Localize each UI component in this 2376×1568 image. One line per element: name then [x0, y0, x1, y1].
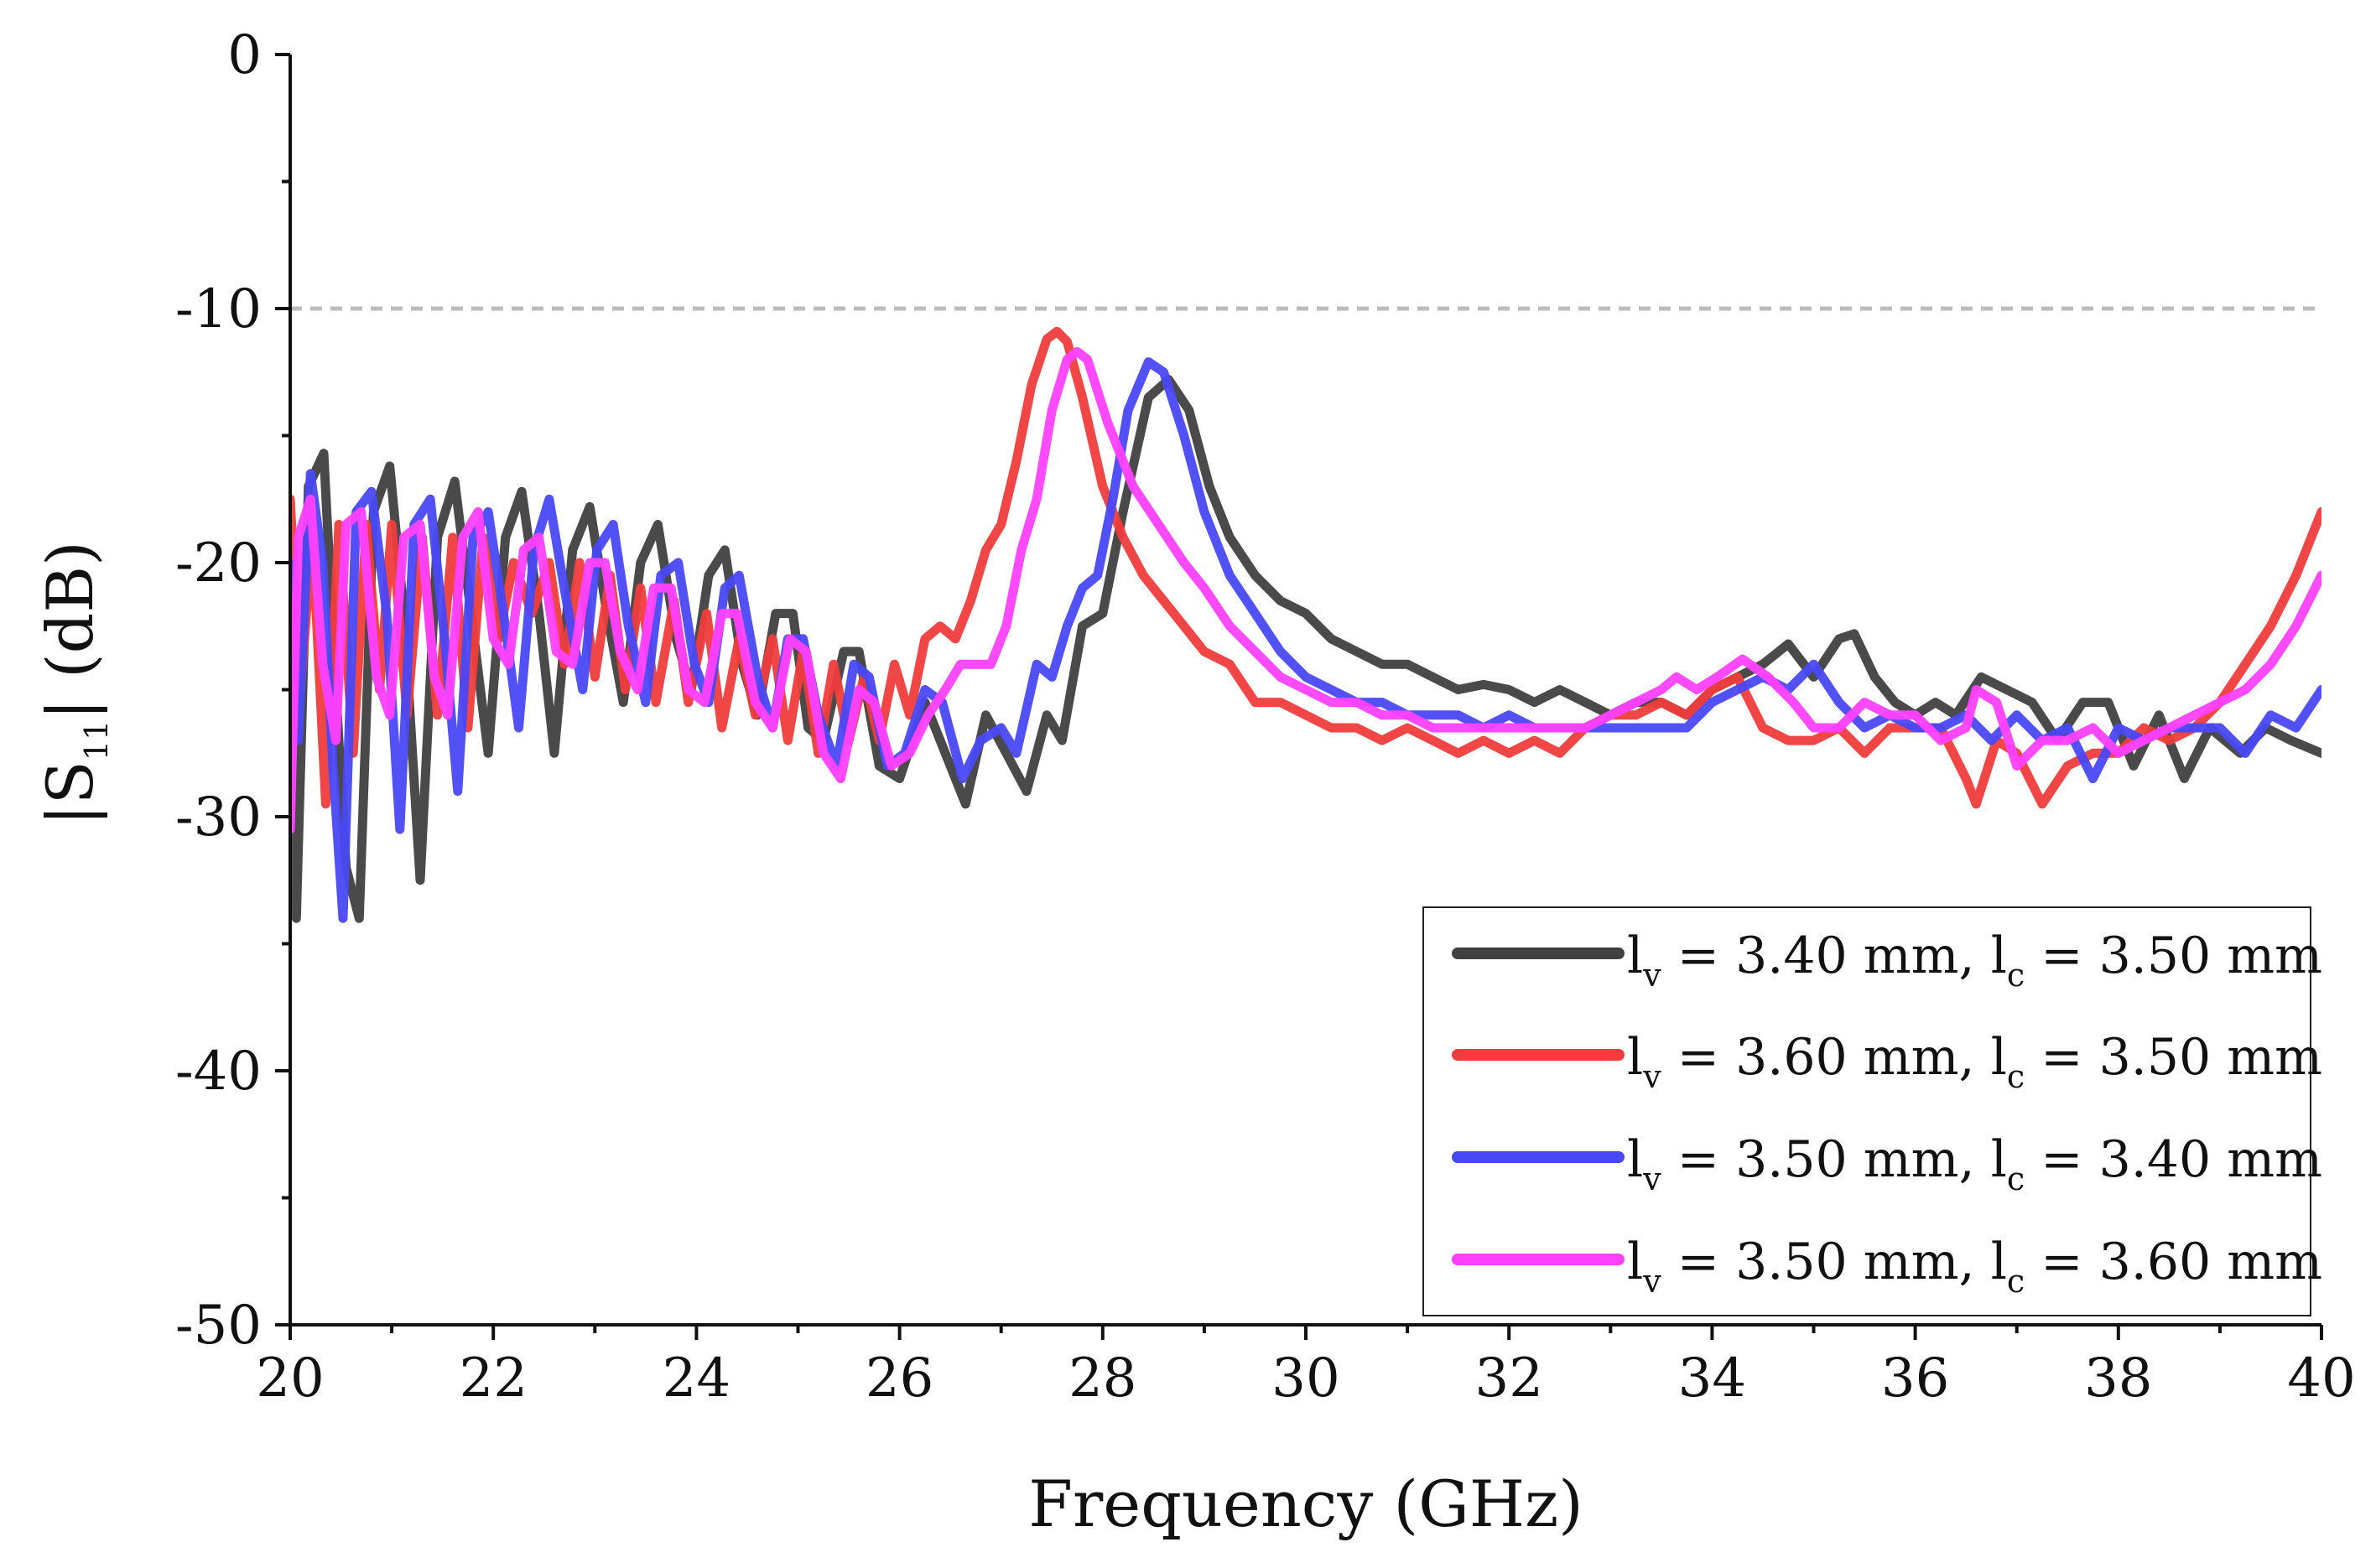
x-tick-label-26: 26	[866, 1347, 933, 1410]
y-tick-label--50: -50	[175, 1295, 262, 1357]
legend-label-2: lv = 3.60 mm, lc = 3.50 mm	[1627, 1028, 2322, 1095]
y-tick-label--40: -40	[175, 1041, 262, 1103]
legend-label-1: lv = 3.40 mm, lc = 3.50 mm	[1627, 927, 2322, 994]
x-tick-label-22: 22	[459, 1347, 527, 1410]
x-axis-title: Frequency (GHz)	[1028, 1467, 1583, 1541]
x-tick-label-36: 36	[1881, 1347, 1949, 1410]
x-tick-label-34: 34	[1678, 1347, 1746, 1410]
legend-label-4: lv = 3.50 mm, lc = 3.60 mm	[1627, 1233, 2322, 1300]
y-axis-title: |S11| (dB)	[33, 541, 115, 826]
x-tick-label-24: 24	[663, 1347, 730, 1410]
series-line-3	[290, 357, 2321, 923]
y-tick-label-0: 0	[227, 24, 262, 86]
x-tick-label-38: 38	[2084, 1347, 2152, 1410]
y-tick-label--10: -10	[175, 278, 262, 340]
x-tick-label-40: 40	[2287, 1347, 2355, 1410]
x-tick-label-20: 20	[256, 1347, 324, 1410]
x-tick-label-30: 30	[1271, 1347, 1339, 1410]
x-tick-label-32: 32	[1474, 1347, 1542, 1410]
legend: lv = 3.40 mm, lc = 3.50 mm lv = 3.60 mm,…	[1422, 906, 2322, 1316]
y-tick-label--20: -20	[175, 532, 262, 594]
x-tick-label-28: 28	[1068, 1347, 1136, 1410]
series-line-4	[290, 347, 2321, 834]
legend-box	[1422, 906, 2311, 1316]
legend-label-3: lv = 3.50 mm, lc = 3.40 mm	[1627, 1130, 2322, 1197]
y-tick-label--30: -30	[175, 787, 262, 849]
